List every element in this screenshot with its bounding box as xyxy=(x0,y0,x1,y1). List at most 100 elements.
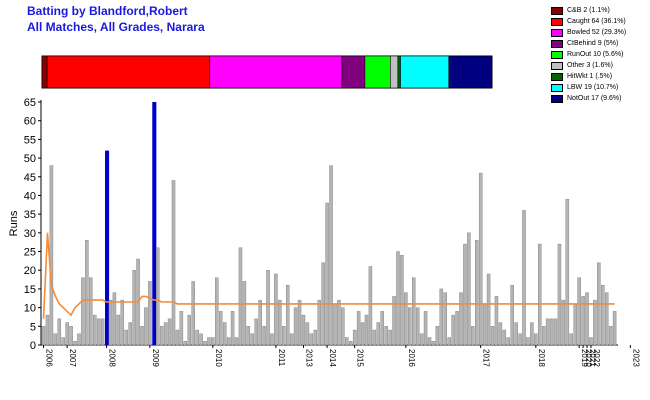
score-bar xyxy=(293,307,298,346)
score-bar xyxy=(230,311,235,346)
score-bar xyxy=(557,243,562,346)
x-tick-label: 2015 xyxy=(356,349,365,367)
score-bar xyxy=(211,337,215,346)
chart-subtitle: All Matches, All Grades, Narara xyxy=(27,20,205,34)
score-bar xyxy=(384,326,388,346)
y-tick-label: 40 xyxy=(24,190,36,202)
strip-segment xyxy=(46,55,211,89)
y-tick-label: 5 xyxy=(30,321,36,333)
score-bar xyxy=(427,337,432,346)
legend-label: CtBehind 9 (5%) xyxy=(567,40,619,47)
score-bar xyxy=(171,180,176,346)
y-tick-label: 35 xyxy=(24,209,36,221)
score-bar xyxy=(526,337,530,346)
score-bar xyxy=(81,277,85,346)
score-bar xyxy=(156,247,160,346)
score-bar xyxy=(278,299,282,346)
score-bar xyxy=(541,326,546,346)
score-bar xyxy=(282,326,286,346)
score-bar xyxy=(144,307,148,346)
score-bar xyxy=(352,329,357,346)
score-bar xyxy=(124,329,128,346)
score-bar xyxy=(203,341,207,346)
score-bar xyxy=(451,314,455,346)
score-bar xyxy=(471,326,475,346)
score-bar xyxy=(604,292,609,346)
score-bar xyxy=(345,337,349,346)
score-bar xyxy=(96,318,101,346)
legend-item: HitWkt 1 (.5%) xyxy=(551,71,645,82)
score-bar xyxy=(553,318,558,346)
score-bar xyxy=(341,307,345,346)
score-bar xyxy=(404,292,408,346)
score-bar xyxy=(254,318,258,346)
score-bar xyxy=(522,210,526,346)
score-bar xyxy=(313,329,318,346)
score-bar xyxy=(447,337,451,346)
legend-label: NotOut 17 (9.6%) xyxy=(567,95,622,102)
score-bar xyxy=(356,311,361,346)
x-tick-label: 2021 xyxy=(588,349,597,367)
score-bar xyxy=(372,329,377,346)
legend-item: NotOut 17 (9.6%) xyxy=(551,93,645,104)
score-bar xyxy=(463,243,467,346)
legend-item: Bowled 52 (29.3%) xyxy=(551,27,645,38)
score-bar xyxy=(219,311,223,346)
score-bar xyxy=(368,266,373,346)
legend-label: Caught 64 (36.1%) xyxy=(567,18,626,25)
score-bar xyxy=(89,277,93,346)
score-bar xyxy=(593,299,597,346)
score-bar xyxy=(400,255,404,346)
legend-label: RunOut 10 (5.6%) xyxy=(567,51,624,58)
score-bar xyxy=(577,277,581,346)
score-bar xyxy=(270,333,274,346)
x-tick-label: 2010 xyxy=(214,349,223,367)
score-bar xyxy=(329,165,333,346)
score-bar xyxy=(41,326,46,346)
score-bar xyxy=(506,337,510,346)
score-bar xyxy=(140,326,144,346)
x-tick-label: 2008 xyxy=(108,349,117,367)
score-bar xyxy=(238,247,243,346)
legend-item: Caught 64 (36.1%) xyxy=(551,16,645,27)
score-bar xyxy=(333,303,337,346)
strip-segment xyxy=(341,55,366,89)
legend-swatch xyxy=(551,50,563,59)
bars xyxy=(41,102,617,346)
legend-item: CtBehind 9 (5%) xyxy=(551,38,645,49)
x-tick-label: 2013 xyxy=(304,349,313,367)
score-bar xyxy=(325,202,329,346)
score-bar xyxy=(435,326,440,346)
score-bar xyxy=(518,333,522,346)
score-bar xyxy=(148,281,152,346)
score-bar xyxy=(376,322,381,346)
score-bar xyxy=(179,311,184,346)
score-bar xyxy=(549,318,554,346)
legend: C&B 2 (1.1%) Caught 64 (36.1%) Bowled 52 (… xyxy=(551,5,645,104)
legend-label: HitWkt 1 (.5%) xyxy=(567,73,613,80)
score-bar xyxy=(585,292,589,346)
y-tick-label: 55 xyxy=(24,134,36,146)
legend-item: C&B 2 (1.1%) xyxy=(551,5,645,16)
x-tick-label: 2007 xyxy=(68,349,77,367)
legend-swatch xyxy=(551,94,563,103)
score-bar xyxy=(534,333,538,346)
score-bar xyxy=(431,341,436,346)
score-bar xyxy=(392,296,396,346)
score-bar xyxy=(419,333,424,346)
score-bar xyxy=(77,333,81,346)
x-tick-label: 2023 xyxy=(631,349,640,367)
score-bar xyxy=(514,322,518,346)
score-bar xyxy=(309,333,314,346)
score-bar xyxy=(175,329,180,346)
score-bar xyxy=(388,329,392,346)
x-tick-label: 2020 xyxy=(584,349,593,367)
score-bar xyxy=(573,303,577,346)
x-tick-label: 2006 xyxy=(45,349,54,367)
score-bar xyxy=(301,314,306,346)
legend-label: Bowled 52 (29.3%) xyxy=(567,29,627,36)
legend-label: C&B 2 (1.1%) xyxy=(567,7,610,14)
score-bar xyxy=(565,198,570,346)
dismissal-strip xyxy=(41,55,493,89)
x-tick-label: 2022 xyxy=(592,349,601,367)
